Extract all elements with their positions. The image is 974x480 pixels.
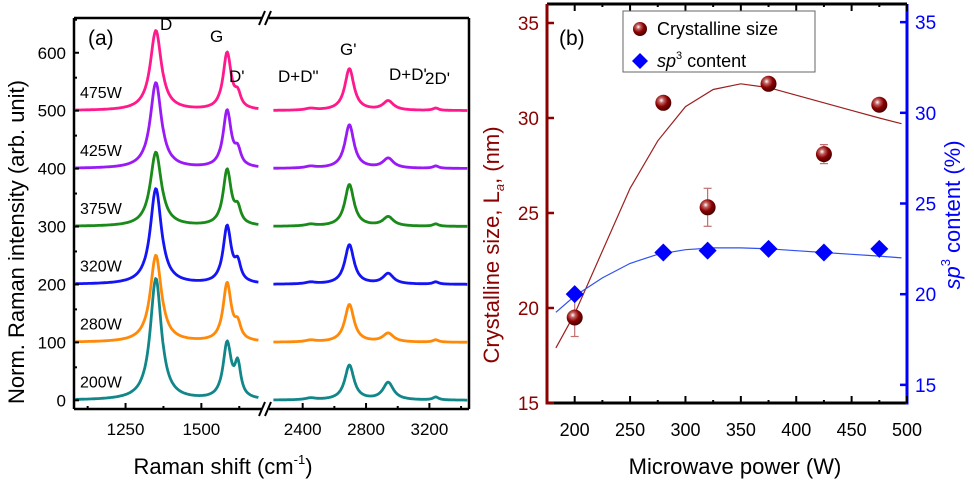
spectrum-475W-high xyxy=(272,67,469,112)
panel-b-x-axis-title: Microwave power (W) xyxy=(629,454,842,479)
spectrum-375W-high xyxy=(272,183,469,228)
spectrum-280W-high xyxy=(272,303,469,344)
crystalline-size-point xyxy=(760,75,777,92)
sp3-content-point xyxy=(814,243,833,262)
panel-b-tick-labels: 200 250 300 350 400 450 500 15 20 25 30 35 15 20 25 30 3… xyxy=(518,13,936,440)
axis-break-mark xyxy=(264,10,272,26)
axis-break-mark xyxy=(258,10,266,26)
sp3-content-point xyxy=(654,243,673,262)
left-y-tick-label: 30 xyxy=(518,109,539,130)
x-tick-label: 300 xyxy=(670,420,700,440)
x-tick-label: 350 xyxy=(726,420,756,440)
x-tick-label: 450 xyxy=(837,420,867,440)
crystalline-size-point xyxy=(699,199,716,216)
panel-a-series-labels: 200W 280W 320W 375W 425W 475W xyxy=(80,85,123,392)
x-tick-label: 1250 xyxy=(107,420,145,439)
left-y-tick-label: 25 xyxy=(518,204,539,225)
spectrum-425W-high xyxy=(272,123,469,170)
right-y-tick-label: 15 xyxy=(915,376,936,397)
x-tick-label: 200 xyxy=(560,420,590,440)
panel-b-right-axis-title: sp3 content (%) xyxy=(938,140,965,289)
legend-sphere-marker xyxy=(633,22,647,36)
spectrum-375W-low xyxy=(75,150,259,228)
legend-entry-sp3-content: sp3 content xyxy=(657,50,746,71)
fit-curve-crystalline-size xyxy=(555,83,902,349)
fit-curve-sp3-content xyxy=(555,247,902,313)
y-tick-label: 200 xyxy=(38,275,66,294)
legend-diamond-marker xyxy=(632,53,648,69)
y-tick-label: 300 xyxy=(38,218,66,237)
series-label-320W: 320W xyxy=(80,259,123,276)
y-tick-label: 0 xyxy=(57,391,66,410)
panel-a-x-axis-title: Raman shift (cm-1) xyxy=(133,452,312,479)
spectrum-425W-low xyxy=(75,81,259,170)
peak-label: G xyxy=(210,27,223,46)
spectrum-200W-high xyxy=(272,363,469,402)
x-tick-label: 2400 xyxy=(284,420,322,439)
panel-a-tick-labels: 0 100 200 300 400 500 600 1250 1500 2400 2800 3200 xyxy=(38,44,449,439)
panel-b-axes xyxy=(545,2,909,405)
peak-label: D+D" xyxy=(278,67,319,86)
panel-b-fit-curves xyxy=(555,83,902,349)
panel-b-label: (b) xyxy=(559,27,585,50)
y-tick-label: 500 xyxy=(38,102,66,121)
series-label-280W: 280W xyxy=(80,317,123,334)
spectrum-475W-low xyxy=(75,29,259,112)
x-tick-label: 3200 xyxy=(410,420,448,439)
x-tick-label: 250 xyxy=(615,420,645,440)
peak-label: 2D' xyxy=(425,69,450,88)
panel-b-left-axis-title: Crystalline size, La, (nm) xyxy=(479,126,507,363)
sp3-content-point xyxy=(698,241,717,260)
series-label-200W: 200W xyxy=(80,375,123,392)
left-y-tick-label: 20 xyxy=(518,299,539,320)
panel-b: 200 250 300 350 400 450 500 15 20 25 30 35 15 20 25 30 3… xyxy=(479,2,965,479)
legend: Crystalline size sp3 content xyxy=(622,10,816,73)
x-tick-label: 1500 xyxy=(182,420,220,439)
series-label-475W: 475W xyxy=(80,85,123,102)
crystalline-size-point xyxy=(566,309,583,326)
left-y-tick-label: 15 xyxy=(518,394,539,415)
crystalline-size-point xyxy=(871,96,888,113)
panel-a-y-axis-title: Norm. Raman intensity (arb. unit) xyxy=(4,80,29,404)
y-tick-label: 600 xyxy=(38,44,66,63)
peak-label: G' xyxy=(340,40,356,59)
panel-b-data-points xyxy=(565,75,889,338)
peak-label: D xyxy=(160,15,172,34)
peak-label: D+D' xyxy=(389,65,427,84)
legend-box xyxy=(622,10,816,73)
y-tick-label: 100 xyxy=(38,333,66,352)
left-y-tick-label: 35 xyxy=(518,14,539,35)
y-tick-label: 400 xyxy=(38,160,66,179)
series-label-425W: 425W xyxy=(80,143,123,160)
panel-a-axes xyxy=(72,10,471,417)
right-y-tick-label: 30 xyxy=(915,104,936,125)
legend-entry-crystalline-size: Crystalline size xyxy=(657,19,778,39)
spectrum-280W-low xyxy=(75,253,259,344)
spectrum-320W-high xyxy=(272,243,469,286)
right-y-tick-label: 25 xyxy=(915,195,936,216)
x-tick-label: 500 xyxy=(892,420,922,440)
spectrum-200W-low xyxy=(75,277,259,401)
panel-a-peak-labels: D G D' D+D" G' D+D'2D' xyxy=(160,15,450,88)
axis-break-mark xyxy=(258,401,266,417)
sp3-content-point xyxy=(759,239,778,258)
axis-break-mark xyxy=(264,401,272,417)
right-y-tick-label: 20 xyxy=(915,285,936,306)
crystalline-size-point xyxy=(655,94,672,111)
x-tick-label: 2800 xyxy=(347,420,385,439)
right-y-tick-label: 35 xyxy=(915,13,936,34)
sp3-content-point xyxy=(565,285,584,304)
series-label-375W: 375W xyxy=(80,201,123,218)
panel-a-label: (a) xyxy=(88,27,114,50)
spectrum-320W-low xyxy=(75,187,259,286)
raman-spectra xyxy=(75,29,469,402)
crystalline-size-point xyxy=(815,146,832,163)
sp3-content-point xyxy=(870,239,889,258)
peak-label: D' xyxy=(229,67,245,86)
x-tick-label: 400 xyxy=(781,420,811,440)
